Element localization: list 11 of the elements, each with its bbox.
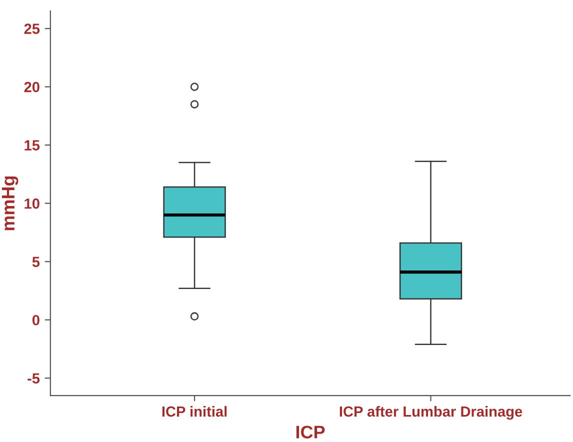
x-tick-label: ICP initial (162, 406, 227, 417)
x-axis-title: ICP (296, 426, 325, 438)
y-tick-label: -5 (28, 373, 40, 384)
y-tick-label: 0 (32, 314, 40, 326)
y-tick-label: 10 (24, 198, 40, 209)
y-tick-label: 5 (32, 256, 40, 268)
y-axis-title: mmHg (2, 176, 18, 230)
y-tick-label: 15 (24, 140, 40, 150)
y-tick-label: 20 (24, 82, 40, 92)
x-tick-label: ICP after Lumbar Drainage (340, 406, 522, 420)
y-tick-label: 25 (24, 24, 40, 34)
